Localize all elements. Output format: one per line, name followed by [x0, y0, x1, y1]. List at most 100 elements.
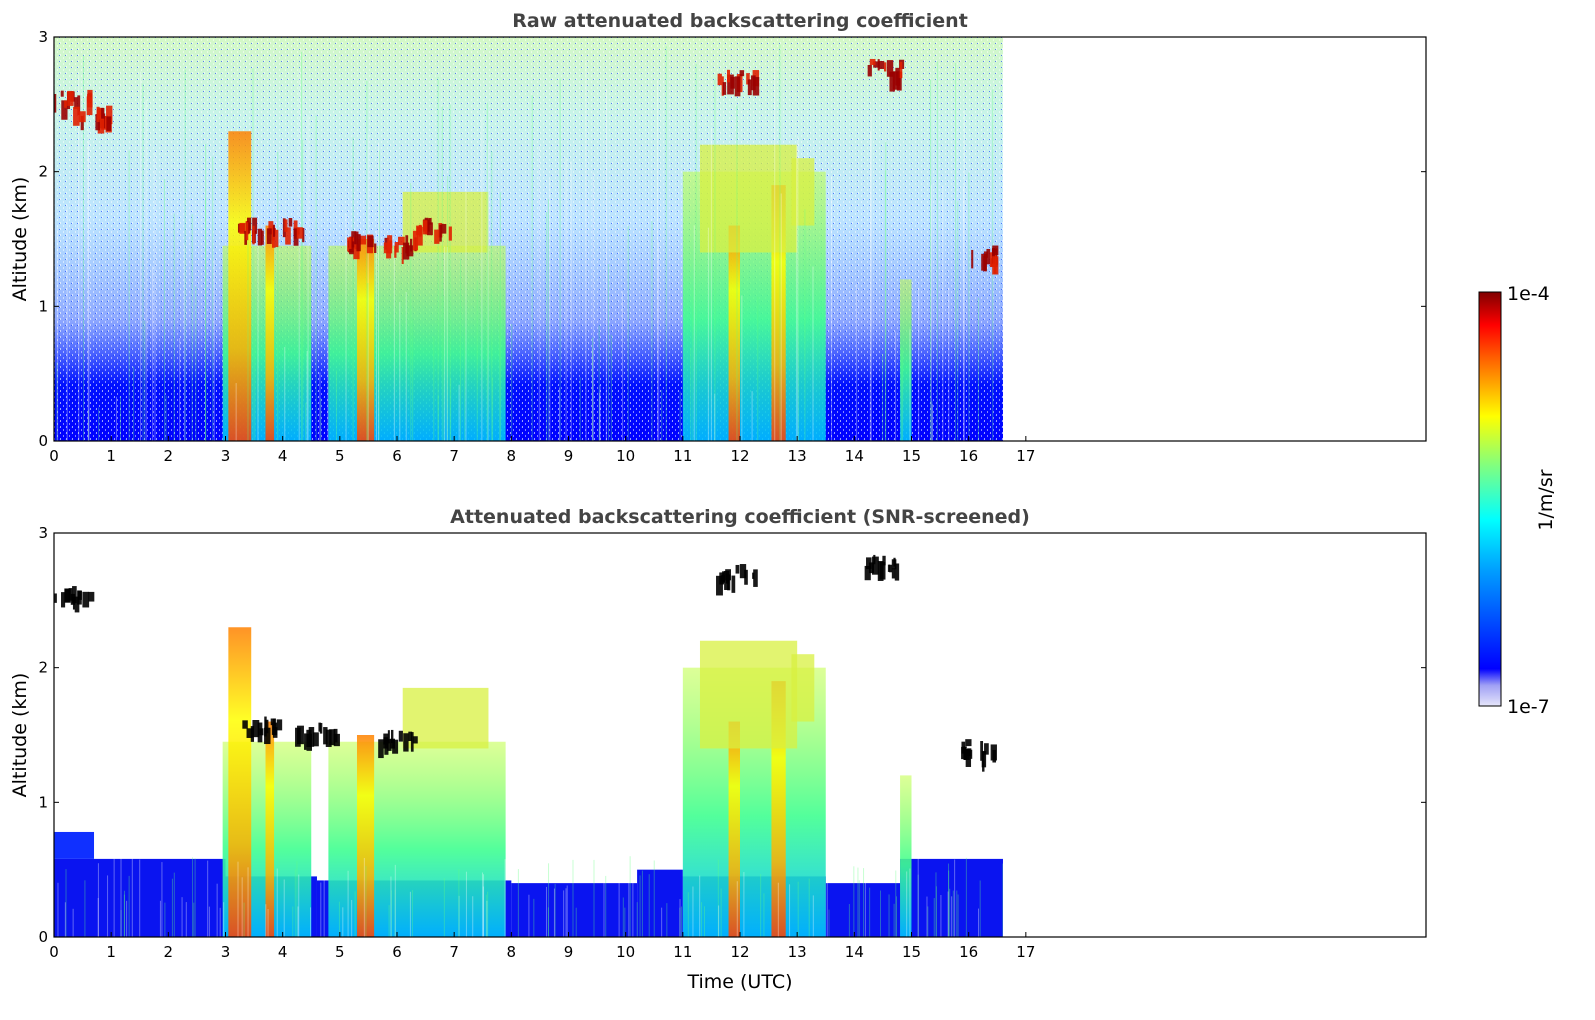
signal-streak	[622, 291, 624, 441]
signal-streak	[701, 902, 703, 937]
signal-streak	[366, 80, 368, 441]
signal-streak	[661, 907, 663, 937]
x-tick-label: 13	[788, 943, 807, 961]
signal-streak	[777, 882, 779, 937]
signal-streak	[695, 64, 697, 441]
signal-streak	[661, 389, 663, 441]
signal-streak	[120, 910, 122, 937]
signal-streak	[97, 863, 99, 937]
signal-streak	[301, 51, 303, 441]
signal-streak	[717, 859, 719, 937]
y-axis: 0 1 2 3	[38, 28, 1426, 450]
signal-streak	[64, 902, 66, 937]
signal-streak	[880, 890, 882, 937]
y-axis-label: Altitude (km)	[9, 177, 31, 302]
signal-streak	[547, 198, 549, 441]
signal-streak	[657, 79, 659, 441]
signal-streak	[884, 170, 886, 441]
x-tick-label: 7	[449, 943, 459, 961]
signal-streak	[390, 876, 392, 937]
signal-streak	[394, 889, 396, 937]
signal-streak	[131, 857, 133, 937]
signal-streak	[247, 219, 249, 441]
signal-streak	[639, 875, 641, 937]
x-tick-label: 8	[507, 943, 517, 961]
signal-streak	[123, 890, 125, 937]
signal-streak	[863, 868, 865, 937]
chart-title: Raw attenuated backscattering coefficien…	[512, 10, 968, 32]
signal-streak	[774, 61, 776, 441]
signal-streak	[72, 908, 74, 937]
signal-streak	[666, 903, 668, 937]
signal-streak	[828, 909, 830, 937]
signal-streak	[585, 60, 587, 441]
signal-streak	[486, 900, 488, 937]
signal-streak	[622, 897, 624, 937]
signal-streak	[185, 902, 187, 937]
cloud-layer	[347, 231, 377, 260]
signal-streak	[936, 61, 938, 441]
aerosol-layer	[699, 144, 798, 253]
signal-streak	[848, 904, 850, 937]
signal-streak	[378, 142, 380, 441]
aerosol-column	[900, 775, 912, 937]
signal-streak	[563, 890, 565, 937]
colorbar-gradient	[1478, 291, 1502, 707]
y-tick-label: 0	[38, 432, 48, 450]
y-tick-label: 3	[38, 524, 48, 542]
signal-streak	[192, 857, 194, 937]
signal-streak	[853, 866, 855, 937]
signal-streak	[707, 227, 709, 441]
signal-streak	[56, 362, 58, 441]
y-tick-label: 0	[38, 928, 48, 946]
signal-streak	[310, 907, 312, 937]
signal-streak	[812, 895, 814, 937]
signal-streak	[444, 246, 446, 441]
noise-texture	[54, 37, 1003, 441]
signal-streak	[476, 279, 478, 441]
signal-streak	[378, 150, 380, 441]
signal-streak	[212, 156, 214, 441]
signal-streak	[956, 890, 958, 937]
colorbar-max-label: 1e-4	[1507, 283, 1550, 305]
signal-streak	[957, 201, 959, 441]
aerosol-column	[328, 245, 506, 441]
signal-streak	[679, 899, 681, 937]
cloud-layer	[971, 245, 999, 275]
signal-streak	[714, 77, 716, 441]
cloud-layer	[378, 729, 418, 759]
signal-streak	[458, 869, 460, 937]
signal-streak	[632, 876, 634, 937]
signal-streak	[486, 102, 488, 441]
precipitation-streak	[265, 225, 275, 441]
signal-streak	[599, 385, 601, 441]
x-axis-label: Time (UTC)	[686, 971, 792, 993]
precipitation-streak	[728, 225, 740, 441]
precipitation-streak	[228, 627, 252, 937]
signal-streak	[152, 266, 154, 441]
signal-streak	[797, 136, 799, 441]
signal-streak	[144, 320, 146, 441]
signal-streak	[895, 331, 897, 441]
signal-streak	[66, 205, 68, 441]
signal-streak	[393, 256, 395, 441]
signal-streak	[517, 869, 519, 937]
y-tick-label: 1	[38, 297, 48, 315]
signal-streak	[882, 353, 884, 441]
colorbar-label: 1/m/sr	[1535, 469, 1557, 530]
cloud-layer	[295, 722, 340, 751]
signal-streak	[603, 870, 605, 937]
signal-streak	[354, 891, 356, 937]
signal-streak	[935, 872, 937, 937]
signal-streak	[437, 77, 439, 441]
signal-streak	[243, 902, 245, 937]
signal-streak	[223, 902, 225, 937]
precipitation-streak	[728, 721, 740, 937]
signal-streak	[699, 875, 701, 937]
signal-streak	[548, 863, 550, 937]
signal-streak	[942, 185, 944, 441]
signal-streak	[297, 906, 299, 937]
signal-streak	[352, 137, 354, 441]
signal-streak	[808, 878, 810, 937]
signal-streak	[954, 859, 956, 937]
